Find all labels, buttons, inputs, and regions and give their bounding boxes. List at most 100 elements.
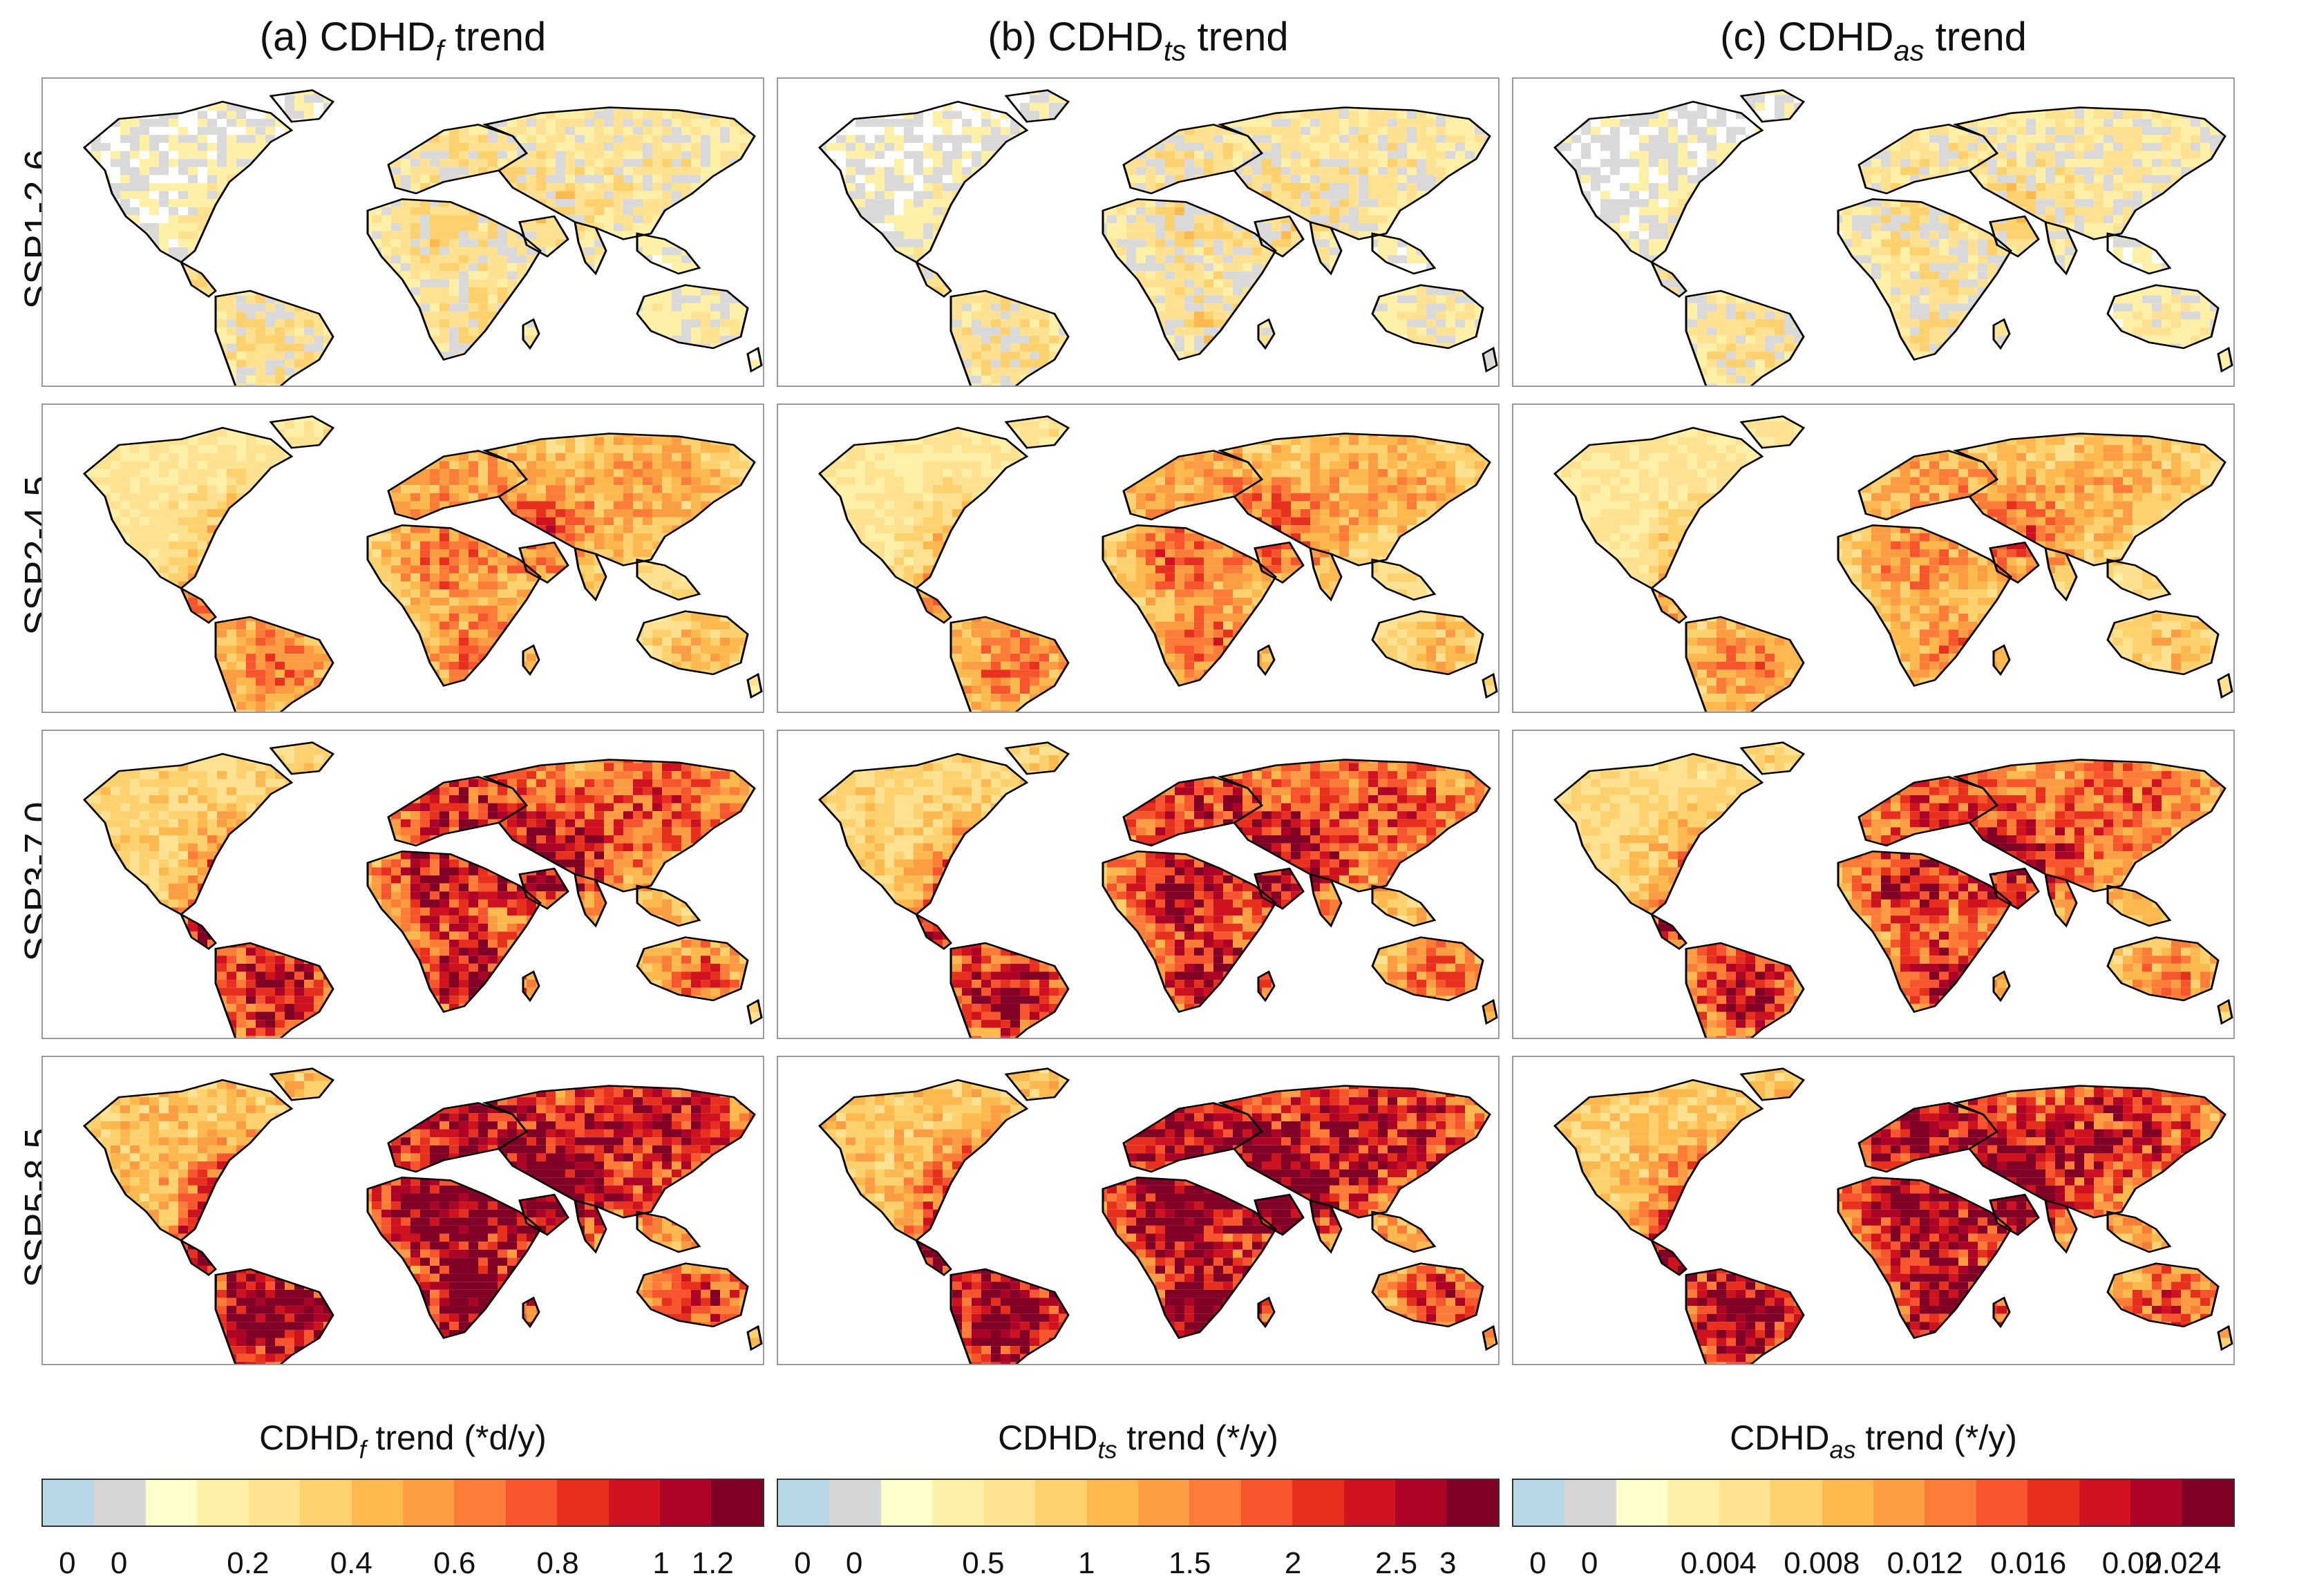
coastline-south-america <box>214 616 334 712</box>
coastline-australia <box>636 936 749 1002</box>
coastline-south-america <box>1685 1268 1805 1364</box>
colorbar-c <box>1512 1479 2235 1527</box>
trend-field <box>1555 742 2232 1038</box>
coastline-australia <box>636 1262 749 1328</box>
coastline-se-asia <box>2106 884 2172 927</box>
coastline-arabia <box>1254 215 1305 258</box>
world-map <box>818 1067 1498 1364</box>
coastline-newzealand <box>2217 672 2233 699</box>
coastline-arabia <box>1254 541 1305 584</box>
coastline-india <box>574 547 607 602</box>
colorbar-cell <box>43 1480 95 1526</box>
coastline-asia <box>1952 759 2227 893</box>
colorbar-tick-b: 0.5 <box>962 1546 1004 1581</box>
coastline-south-america <box>949 289 1070 386</box>
coastline-india <box>1309 220 1343 276</box>
colorbar-tick-b: 1 <box>1078 1546 1095 1581</box>
colorbar-cell <box>197 1480 249 1526</box>
coastline-central-america <box>1649 1238 1688 1276</box>
coastline-africa <box>366 524 542 687</box>
coastline-newzealand <box>746 1324 763 1351</box>
colorbar-cell <box>1976 1480 2028 1526</box>
colorbar-tick-c: 0.024 <box>2145 1546 2221 1581</box>
coastline-newzealand <box>2217 998 2233 1025</box>
colorbar-tick-b: 0 <box>794 1546 811 1581</box>
coastline-asia <box>482 106 756 240</box>
colorbar-tick-c: 0.016 <box>1990 1546 2066 1581</box>
colorbar-cell <box>94 1480 146 1526</box>
colorbar-a <box>41 1479 764 1527</box>
coastline-asia <box>1217 759 1491 893</box>
colorbar-tick-b: 1.5 <box>1169 1546 1211 1581</box>
colorbar-tick-a: 0 <box>59 1546 75 1581</box>
colorbar-cell <box>454 1480 506 1526</box>
coastline-asia <box>1217 1085 1491 1219</box>
coastline-africa <box>1102 850 1277 1014</box>
colorbar-tick-b: 2 <box>1285 1546 1301 1581</box>
colorbar-tick-c: 0.012 <box>1887 1546 1963 1581</box>
coastline-greenland <box>1004 415 1070 449</box>
coastline-australia <box>2106 610 2220 676</box>
coastline-asia <box>1952 433 2227 567</box>
coastline-greenland <box>269 741 335 775</box>
coastline-india <box>1309 1199 1343 1254</box>
coastline-africa <box>1837 1176 2012 1340</box>
coastline-north-america <box>83 426 294 590</box>
colorbar-tick-c: 0 <box>1529 1546 1546 1581</box>
colorbar-tick-c: 0.008 <box>1784 1546 1860 1581</box>
coastline-se-asia <box>1371 1210 1437 1253</box>
colorbar-cell <box>1086 1480 1138 1526</box>
colorbar-cell <box>1343 1480 1396 1526</box>
map-panel-b-1 <box>777 77 1500 387</box>
coastline-arabia <box>518 541 569 584</box>
coastline-se-asia <box>1371 558 1437 601</box>
colorbar-cell <box>1873 1480 1925 1526</box>
colorbar-cell <box>932 1480 984 1526</box>
coastline-madagascar <box>1257 970 1276 1003</box>
coastline-madagascar <box>522 644 540 676</box>
map-panel-c-3 <box>1512 730 2235 1039</box>
coastline-greenland <box>1739 89 1806 123</box>
coastline-arabia <box>1254 1193 1305 1236</box>
trend-field <box>84 1068 762 1364</box>
coastline-india <box>2044 1199 2078 1254</box>
coastline-greenland <box>1004 89 1070 123</box>
coastline-madagascar <box>1992 318 2011 350</box>
coastline-australia <box>1371 610 1484 676</box>
coastline-central-america <box>178 912 217 950</box>
coastline-south-america <box>1685 942 1805 1038</box>
coastline-central-america <box>1649 586 1688 624</box>
colorbar-label-c: CDHDas trend (*/y) <box>1512 1418 2235 1465</box>
coastline-se-asia <box>2106 232 2172 275</box>
coastline-asia <box>482 759 756 893</box>
colorbar-cell <box>1292 1480 1344 1526</box>
coastline-asia <box>1217 106 1491 240</box>
colorbar-tick-c: 0.02 <box>2102 1546 2162 1581</box>
colorbar-cell <box>248 1480 301 1526</box>
coastline-central-america <box>914 260 952 298</box>
coastline-arabia <box>518 867 569 910</box>
world-map <box>1553 741 2233 1038</box>
colorbar-cell <box>1513 1480 1565 1526</box>
trend-field <box>1555 416 2232 712</box>
coastline-central-america <box>1649 912 1688 950</box>
map-panel-b-3 <box>777 730 1500 1039</box>
map-panel-c-1 <box>1512 77 2235 387</box>
coastline-australia <box>1371 284 1484 350</box>
coastline-asia <box>1217 433 1491 567</box>
coastline-madagascar <box>1257 318 1276 350</box>
coastline-arabia <box>1989 867 2040 910</box>
colorbar-cell <box>880 1480 933 1526</box>
coastline-india <box>2044 220 2078 276</box>
colorbar-cell <box>1189 1480 1241 1526</box>
coastline-india <box>1309 547 1343 602</box>
coastline-south-america <box>949 616 1070 712</box>
world-map <box>818 741 1498 1038</box>
coastline-africa <box>1102 1176 1277 1340</box>
coastline-arabia <box>518 215 569 258</box>
coastline-newzealand <box>2217 346 2233 373</box>
coastline-madagascar <box>1257 644 1276 676</box>
coastline-asia <box>1952 1085 2227 1219</box>
world-map <box>83 89 763 386</box>
coastline-newzealand <box>1482 346 1498 373</box>
